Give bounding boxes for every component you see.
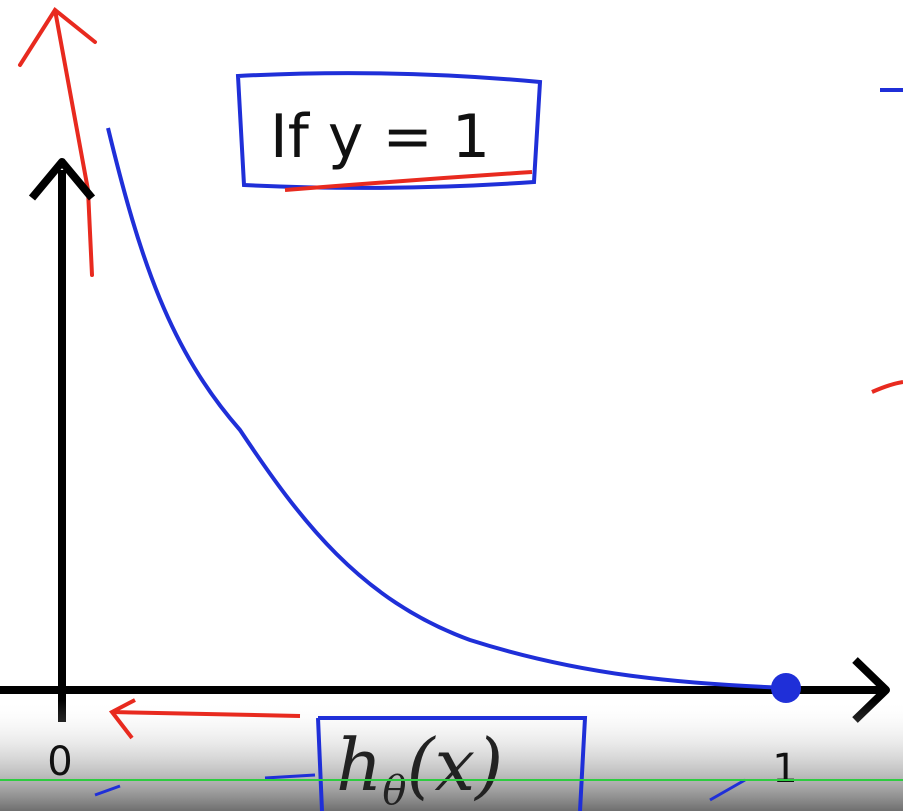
axis-label: hθ(x) <box>336 723 503 811</box>
x-origin-label: 0 <box>47 739 72 785</box>
axis-label-subscript: θ <box>382 768 406 811</box>
red-arrow-left <box>108 698 301 740</box>
axis-label-base: h <box>336 723 382 807</box>
end-dot <box>771 673 801 703</box>
cost-curve <box>106 127 791 690</box>
title-underline <box>284 170 533 192</box>
x-end-label: 1 <box>772 746 797 792</box>
slide-title: If y = 1 <box>270 102 490 172</box>
y-arrowhead <box>28 158 96 201</box>
blue-marks <box>94 773 746 802</box>
axis-label-argument: (x) <box>406 723 503 807</box>
edge-mark <box>871 380 903 394</box>
